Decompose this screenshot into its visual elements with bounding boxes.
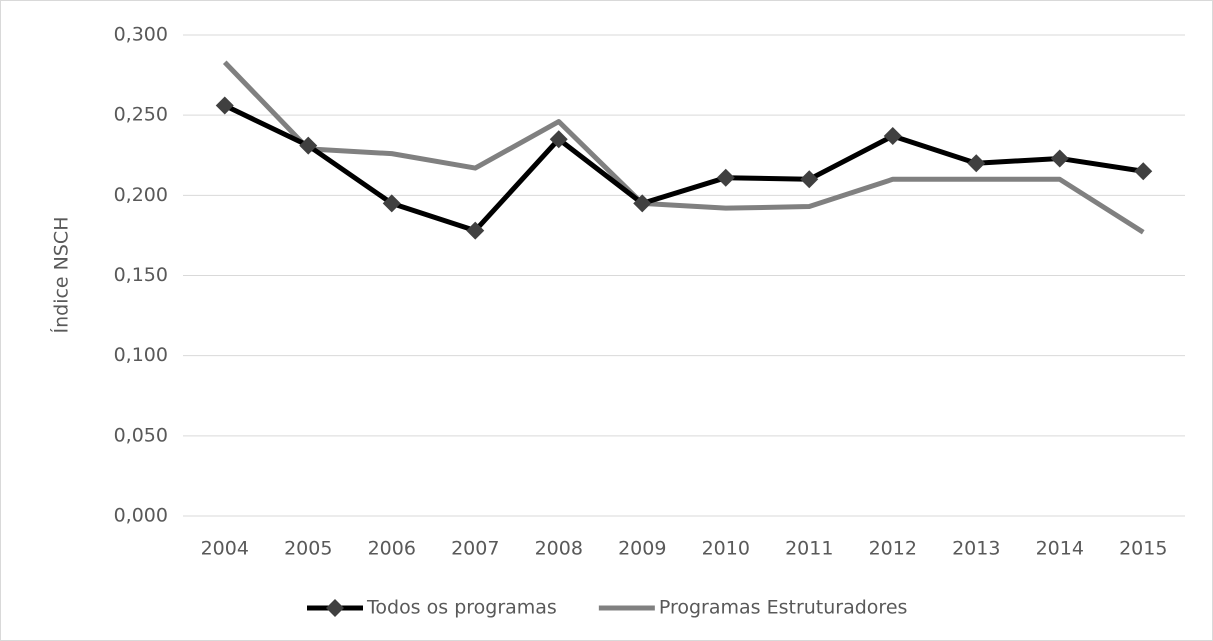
- data-point: [716, 168, 735, 187]
- data-point: [299, 136, 318, 155]
- data-point: [883, 127, 902, 146]
- y-tick-label: 0,050: [114, 424, 168, 446]
- y-axis-label: Índice NSCH: [50, 217, 73, 334]
- x-tick-label: 2014: [1036, 538, 1084, 560]
- x-tick-label: 2009: [618, 538, 666, 560]
- data-point: [800, 170, 819, 189]
- x-tick-label: 2008: [535, 538, 583, 560]
- x-tick-label: 2004: [201, 538, 249, 560]
- data-point: [967, 154, 986, 173]
- series-line: [222, 60, 1145, 235]
- y-tick-label: 0,150: [114, 264, 168, 286]
- legend-label: Todos os programas: [366, 597, 557, 619]
- y-tick-label: 0,100: [114, 344, 168, 366]
- y-tick-label: 0,000: [114, 505, 168, 527]
- x-tick-label: 2007: [451, 538, 499, 560]
- data-point: [633, 194, 652, 213]
- y-tick-label: 0,200: [114, 184, 168, 206]
- data-point: [466, 221, 485, 240]
- data-point: [1134, 162, 1153, 181]
- data-point: [1050, 149, 1069, 168]
- data-point: [549, 130, 568, 149]
- y-tick-label: 0,250: [114, 104, 168, 126]
- data-point: [215, 96, 234, 115]
- x-tick-label: 2015: [1119, 538, 1167, 560]
- x-tick-label: 2005: [284, 538, 332, 560]
- data-point: [382, 194, 401, 213]
- legend-marker: [326, 599, 344, 617]
- x-tick-label: 2012: [869, 538, 917, 560]
- series-line: [223, 103, 1144, 234]
- y-tick-label: 0,300: [114, 24, 168, 46]
- x-tick-label: 2010: [702, 538, 750, 560]
- x-tick-label: 2013: [952, 538, 1000, 560]
- x-tick-label: 2006: [368, 538, 416, 560]
- x-tick-label: 2011: [785, 538, 833, 560]
- legend-label: Programas Estruturadores: [659, 597, 908, 619]
